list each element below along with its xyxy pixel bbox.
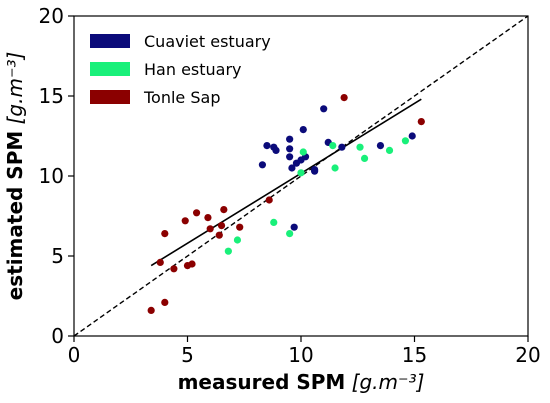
data-point [156,258,164,266]
data-point [299,126,307,134]
data-point [286,145,294,153]
data-point [170,265,178,273]
data-point [338,143,346,151]
data-point [236,223,244,231]
data-point [233,236,242,244]
y-axis-label-name: estimated SPM [3,131,27,301]
data-point [290,223,298,231]
data-point [188,260,196,268]
data-point [215,231,223,239]
data-point [288,164,296,172]
data-point [258,161,267,169]
y-axis-label: estimated SPM [g.m⁻³] [3,52,27,301]
x-axis-label: measured SPM [g.m⁻³] [178,370,425,394]
data-point [340,94,348,102]
fit-line-layer [150,98,422,267]
one-to-one-dashed-line [73,15,529,337]
x-tick-label: 0 [68,343,81,367]
reference-line-layer [73,15,529,337]
legend-swatch [90,62,130,76]
data-point [360,154,369,162]
series-cuaviet-estuary [258,105,416,231]
data-point [206,225,214,233]
data-point [224,247,232,255]
data-points-layer [147,94,425,314]
y-tick-label: 15 [39,84,64,108]
data-point [286,230,294,238]
legend-label: Tonle Sap [143,88,220,107]
legend-swatch [90,34,130,48]
legend: Cuaviet estuary Han estuary Tonle Sap [90,32,271,107]
data-point [356,143,364,151]
x-tick-label: 10 [288,343,313,367]
x-tick-label: 5 [181,343,194,367]
data-point [311,166,319,174]
data-point [147,306,155,314]
data-point [286,153,294,161]
data-point [299,148,307,156]
data-point [161,230,169,238]
x-tick-label: 20 [515,343,540,367]
data-point [204,214,212,222]
y-tick-label: 5 [51,244,64,268]
data-point [329,142,337,150]
data-point [270,218,278,226]
data-point [217,222,226,230]
data-point [320,105,328,113]
y-tick-label: 0 [51,324,64,348]
data-point [220,206,228,214]
x-axis-label-unit: [g.m⁻³] [352,370,425,394]
y-axis-label-unit: [g.m⁻³] [3,52,27,125]
data-point [265,196,273,204]
axis-ticks-layer: 0 5 10 15 20 0 5 10 15 20 [39,4,541,367]
legend-swatch [90,90,130,104]
data-point [297,169,305,177]
data-point [385,146,394,154]
y-tick-label: 10 [39,164,64,188]
data-point [181,217,189,225]
y-tick-label: 20 [39,4,64,28]
data-point [192,209,201,217]
data-point [272,146,280,154]
x-tick-label: 15 [402,343,427,367]
data-point [401,137,410,145]
series-han-estuary [224,137,410,255]
x-axis-label-name: measured SPM [178,370,346,394]
regression-line [150,98,422,267]
data-point [161,298,169,306]
data-point [286,135,294,143]
series-tonle-sap [147,94,425,314]
data-point [408,132,416,140]
data-point [376,142,385,150]
data-point [331,164,339,172]
data-point [263,142,271,150]
legend-label: Cuaviet estuary [144,32,271,51]
data-point [417,118,425,126]
legend-label: Han estuary [144,60,242,79]
